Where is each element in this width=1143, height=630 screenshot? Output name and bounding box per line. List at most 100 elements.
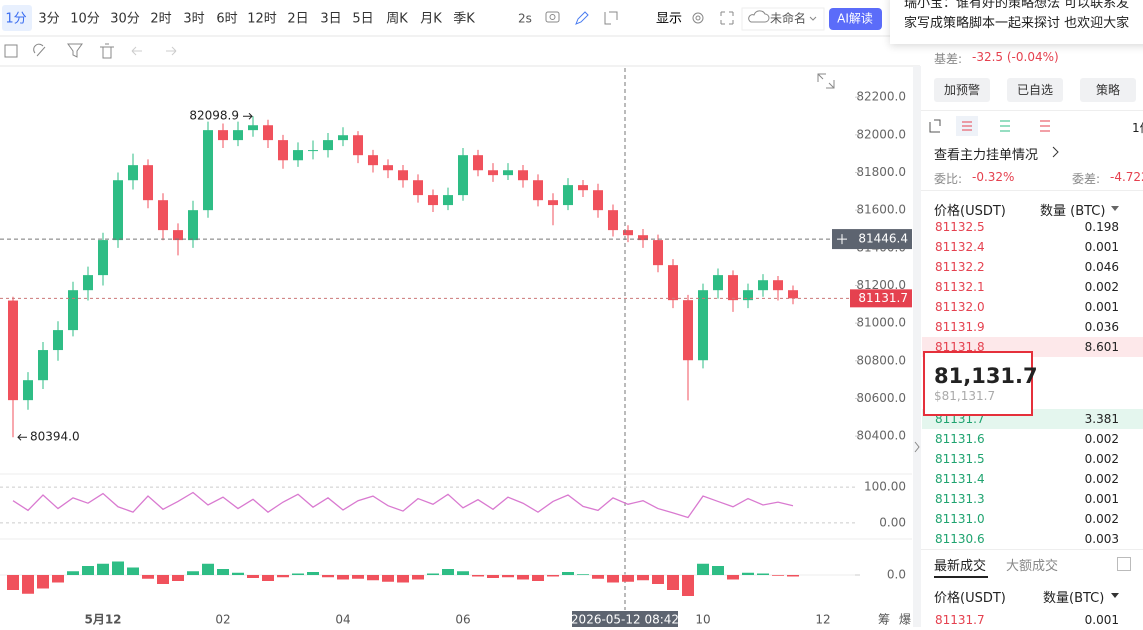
price: 81131.4 bbox=[935, 472, 985, 486]
interval-button[interactable]: 2日 bbox=[287, 12, 308, 27]
dropdown-arrow[interactable] bbox=[1110, 592, 1120, 600]
ai-button-bg[interactable] bbox=[829, 8, 882, 30]
divider bbox=[921, 549, 1143, 550]
candle-body bbox=[8, 300, 18, 401]
x-tick-label: 06 bbox=[455, 613, 470, 627]
histogram-bar bbox=[562, 572, 574, 575]
y-tick-label: 100.00 bbox=[864, 480, 906, 494]
candle-body bbox=[563, 185, 573, 206]
checkbox[interactable] bbox=[1117, 557, 1131, 571]
layout-select[interactable] bbox=[741, 7, 825, 31]
price: 81131.9 bbox=[935, 320, 985, 334]
crosshair-time-bg bbox=[572, 611, 678, 627]
histogram-bar bbox=[247, 575, 259, 578]
histogram-bar bbox=[232, 572, 244, 575]
histogram-bar bbox=[712, 566, 724, 575]
footer-button[interactable]: 爆 bbox=[899, 613, 911, 627]
footer-button[interactable]: 筹 bbox=[878, 613, 890, 627]
y-tick-label: 80400.0 bbox=[856, 429, 906, 443]
candle-body bbox=[413, 180, 423, 196]
histogram-bar bbox=[607, 575, 619, 583]
histogram-bar bbox=[577, 574, 589, 575]
strategy-button[interactable]: 策略 bbox=[1080, 78, 1136, 102]
interval-button[interactable]: 30分 bbox=[110, 12, 140, 27]
candle-body bbox=[353, 135, 363, 156]
histogram-bar bbox=[37, 575, 49, 589]
candle-body bbox=[488, 170, 498, 176]
candle-body bbox=[368, 155, 378, 166]
histogram-bar bbox=[52, 575, 64, 583]
histogram-bar bbox=[532, 575, 544, 581]
x-tick-label: 10 bbox=[695, 613, 710, 627]
crosshair-price: 81446.4 bbox=[858, 232, 908, 246]
ask-row: 81132.5 0.198 bbox=[922, 217, 1143, 237]
histogram-bar bbox=[157, 575, 169, 584]
depth-link[interactable]: 查看主力挂单情况 bbox=[934, 148, 1039, 163]
candle-body bbox=[113, 180, 123, 241]
candle-body bbox=[143, 165, 153, 201]
x-tick-label: 04 bbox=[335, 613, 350, 627]
candle-body bbox=[758, 280, 768, 291]
quantity: 0.002 bbox=[1084, 512, 1119, 526]
interval-button[interactable]: 6时 bbox=[216, 12, 237, 27]
watchlist-button[interactable]: 已自选 bbox=[1007, 78, 1063, 102]
bid-row: 81131.0 0.002 bbox=[922, 509, 1143, 529]
basis-value: -32.5 (-0.04%) bbox=[972, 50, 1059, 64]
histogram-bar bbox=[142, 575, 154, 579]
candle-body bbox=[668, 265, 678, 301]
histogram-bar bbox=[97, 563, 109, 575]
dropdown-arrow[interactable] bbox=[1110, 205, 1120, 213]
histogram-bar bbox=[442, 569, 454, 575]
interval-button[interactable]: 月K bbox=[420, 12, 442, 27]
ai-button: AI解读 bbox=[837, 12, 873, 26]
book-mode-icons[interactable] bbox=[926, 116, 1066, 136]
histogram-bar bbox=[322, 575, 334, 578]
histogram-bar bbox=[382, 575, 394, 582]
trades-tab-active[interactable]: 最新成交 bbox=[934, 559, 987, 574]
quantity: 0.001 bbox=[1084, 492, 1119, 506]
candle-body bbox=[518, 170, 528, 181]
candle-body bbox=[578, 185, 588, 191]
price: 81132.5 bbox=[935, 220, 985, 234]
histogram-bar bbox=[427, 573, 439, 575]
annotation-arrow bbox=[17, 433, 27, 441]
notice-popup: 瑞小宝：谁有好的策略想法 可以联系发 家写成策略脚本一起来探讨 也欢迎大家 bbox=[890, 0, 1143, 44]
y-tick-label: 80800.0 bbox=[856, 353, 906, 367]
mid-price-box: 81,131.7 $81,131.7 bbox=[923, 351, 1038, 416]
y-tick-label: 81800.0 bbox=[856, 165, 906, 179]
histogram-bar bbox=[517, 575, 529, 580]
dropdown-arrow bbox=[809, 16, 817, 21]
price-mode[interactable]: 1价 bbox=[1132, 121, 1143, 135]
candle-body bbox=[68, 290, 78, 331]
candle-body bbox=[383, 165, 393, 171]
histogram-bar bbox=[67, 571, 79, 575]
interval-button[interactable]: 周K bbox=[386, 12, 408, 27]
price: 81131.0 bbox=[935, 512, 985, 526]
y-tick-label: 82000.0 bbox=[856, 127, 906, 141]
collapse-arrow[interactable] bbox=[914, 441, 920, 453]
annotation-arrow bbox=[243, 112, 253, 120]
interval-button[interactable]: 2时 bbox=[150, 12, 171, 27]
candle-body bbox=[173, 230, 183, 241]
interval-button[interactable]: 3日 bbox=[320, 12, 341, 27]
quantity: 8.601 bbox=[1084, 340, 1119, 354]
active-interval-bg bbox=[2, 5, 32, 31]
interval-button[interactable]: 10分 bbox=[70, 12, 100, 27]
trades-tab[interactable]: 大额成交 bbox=[1006, 559, 1059, 574]
histogram-bar bbox=[22, 575, 34, 594]
histogram-bar bbox=[262, 575, 274, 581]
histogram-bar bbox=[457, 571, 469, 575]
interval-button[interactable]: 5日 bbox=[352, 12, 373, 27]
cloud-icon bbox=[748, 10, 770, 23]
layout-name: 未命名 bbox=[770, 11, 806, 26]
histogram-bar bbox=[127, 567, 139, 575]
interval-button[interactable]: 3时 bbox=[183, 12, 204, 27]
interval-button[interactable]: 3分 bbox=[38, 12, 59, 27]
histogram-bar bbox=[172, 575, 184, 581]
alert-button[interactable]: 加预警 bbox=[934, 78, 990, 102]
interval-button[interactable]: 季K bbox=[453, 12, 475, 27]
interval-button[interactable]: 1分 bbox=[5, 12, 26, 27]
quantity: 0.198 bbox=[1084, 220, 1119, 234]
interval-button[interactable]: 12时 bbox=[247, 12, 277, 27]
